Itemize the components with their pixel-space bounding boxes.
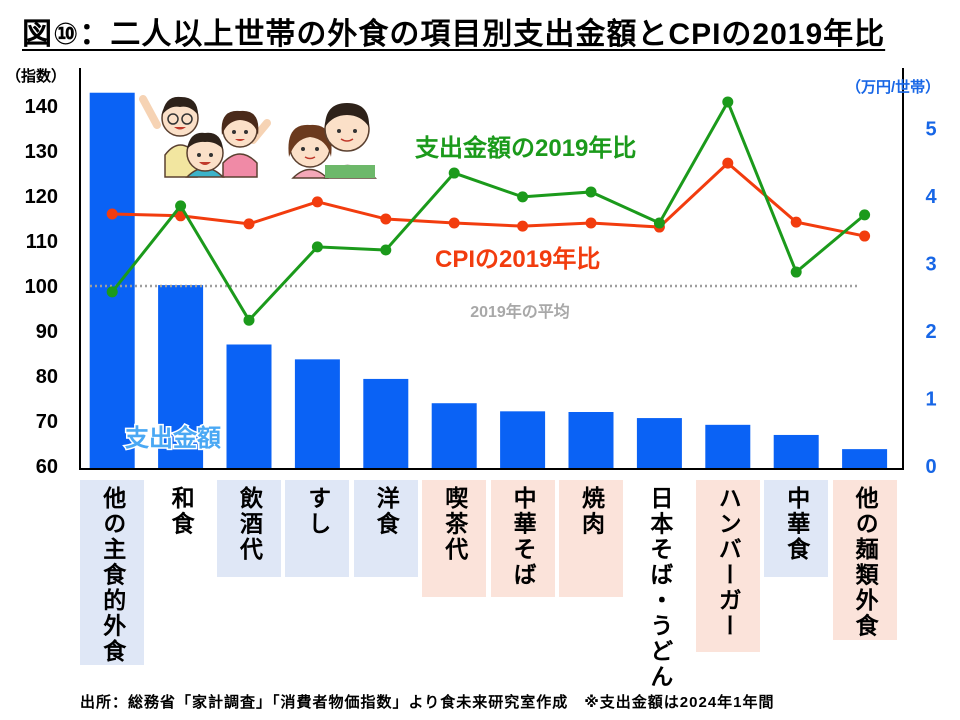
left-axis-tick-label: 130 [25, 141, 58, 163]
spending-ratio-point [653, 217, 665, 229]
bar-2 [158, 285, 204, 469]
cpi-ratio-point [585, 217, 597, 229]
category-label-box: 他の主食的外食 [80, 480, 145, 665]
category-label-box: 焼肉 [559, 480, 623, 597]
bar-9 [636, 418, 682, 469]
category-label-box: 日本そば・うどん [627, 480, 691, 690]
source-note: 出所：総務省「家計調査」「消費者物価指数」より食未来研究室作成 ※支出金額は20… [80, 694, 775, 711]
combo-chart: 2019年の平均 60 70 80 90 100 110 120 130 140 （指数） 0 1 2 3 4… [6, 67, 940, 475]
spending-ratio-point [517, 191, 529, 203]
spending-ratio-point [859, 209, 871, 221]
spending-ratio-point [106, 286, 118, 298]
category-label-box: 喫茶代 [422, 480, 487, 597]
category-label: 洋食 [373, 486, 400, 537]
couple-icon [288, 103, 378, 179]
bar-5 [363, 378, 409, 469]
cpi-ratio-point [790, 216, 802, 228]
family-illustration [139, 95, 378, 179]
left-axis-tick-label: 100 [25, 276, 58, 298]
bar-6 [431, 403, 477, 469]
left-axis-tick-label: 140 [25, 96, 58, 118]
spending-ratio-point [311, 241, 323, 253]
bar-11 [773, 434, 819, 469]
cpi-ratio-point [380, 213, 392, 225]
bar-4 [294, 359, 340, 469]
right-axis-tick-label: 2 [925, 321, 936, 343]
left-axis-tick-label: 90 [36, 321, 58, 343]
category-label-box: 他の麺類外食 [832, 480, 897, 640]
spending-ratio-point [722, 96, 734, 108]
spending-ratio-point [175, 200, 187, 212]
bar-8 [568, 412, 614, 469]
category-label-box: 中華そば [490, 480, 555, 597]
chart-title: 図⑩：二人以上世帯の外食の項目別支出金額とCPIの2019年比 [22, 18, 886, 51]
category-label: 中華そば [510, 486, 537, 588]
category-label: 他の麺類外食 [852, 486, 879, 639]
category-label: 和食 [168, 486, 195, 537]
bar-1 [89, 92, 135, 469]
category-labels: 他の主食的外食 和食 飲酒代 すし 洋食 喫茶代 中華そば 焼肉 日本そば・うどん ハンバーガー 中… [80, 480, 897, 690]
cpi-ratio-point [311, 196, 323, 208]
category-label: すし [304, 486, 331, 537]
right-axis-title: （万円/世帯） [846, 78, 940, 96]
category-label-box: すし [285, 480, 350, 577]
right-axis-tick-label: 3 [925, 254, 936, 276]
left-axis-tick-label: 120 [25, 186, 58, 208]
spending-ratio-line [111, 98, 866, 323]
right-axis-tick-label: 4 [925, 186, 937, 208]
cpi-ratio-point [859, 230, 871, 242]
right-axis-tick-label: 5 [925, 119, 936, 141]
category-label-box: 飲酒代 [217, 480, 281, 577]
cpi-ratio-point [243, 218, 255, 230]
spending-ratio-series-label: 支出金額の2019年比 [415, 134, 636, 162]
left-axis-tick-label: 70 [36, 411, 58, 433]
category-label: 他の主食的外食 [99, 486, 126, 665]
cpi-ratio-point [106, 208, 118, 220]
spending-ratio-point [448, 167, 460, 179]
spending-ratio-point [380, 244, 392, 256]
bar-7 [500, 411, 546, 469]
category-label-box: 和食 [149, 480, 213, 680]
family-cheering-icon [139, 95, 271, 178]
category-label: 飲酒代 [236, 486, 263, 563]
spending-ratio-point [585, 186, 597, 198]
bar-12 [842, 449, 888, 469]
category-label: 中華食 [783, 486, 810, 563]
cpi-ratio-point [448, 217, 460, 229]
right-axis-tick-label: 1 [925, 389, 936, 411]
left-axis-tick-label: 110 [26, 231, 58, 253]
spending-ratio-point [243, 314, 255, 326]
bar-series-label: 支出金額 [125, 424, 221, 452]
cpi-ratio-point [722, 157, 734, 169]
left-axis-title: （指数） [6, 67, 66, 85]
reference-line-label: 2019年の平均 [470, 302, 570, 321]
spending-ratio-point [790, 266, 802, 278]
right-axis-tick-label: 0 [925, 456, 936, 475]
category-label-box: 洋食 [353, 480, 418, 577]
category-label: 焼肉 [578, 486, 605, 537]
category-label: ハンバーガー [715, 486, 742, 639]
bar-3 [226, 344, 272, 469]
category-label: 日本そば・うどん [646, 486, 673, 690]
left-axis-tick-label: 60 [36, 456, 58, 475]
left-axis-tick-label: 80 [36, 366, 58, 388]
category-label: 喫茶代 [441, 486, 468, 563]
category-label-box: 中華食 [764, 480, 829, 577]
cpi-ratio-series-label: CPIの2019年比 [435, 245, 600, 273]
bar-10 [705, 424, 751, 469]
cpi-ratio-point [517, 220, 529, 232]
category-label-box: ハンバーガー [695, 480, 760, 652]
cpi-ratio-line [112, 161, 865, 238]
